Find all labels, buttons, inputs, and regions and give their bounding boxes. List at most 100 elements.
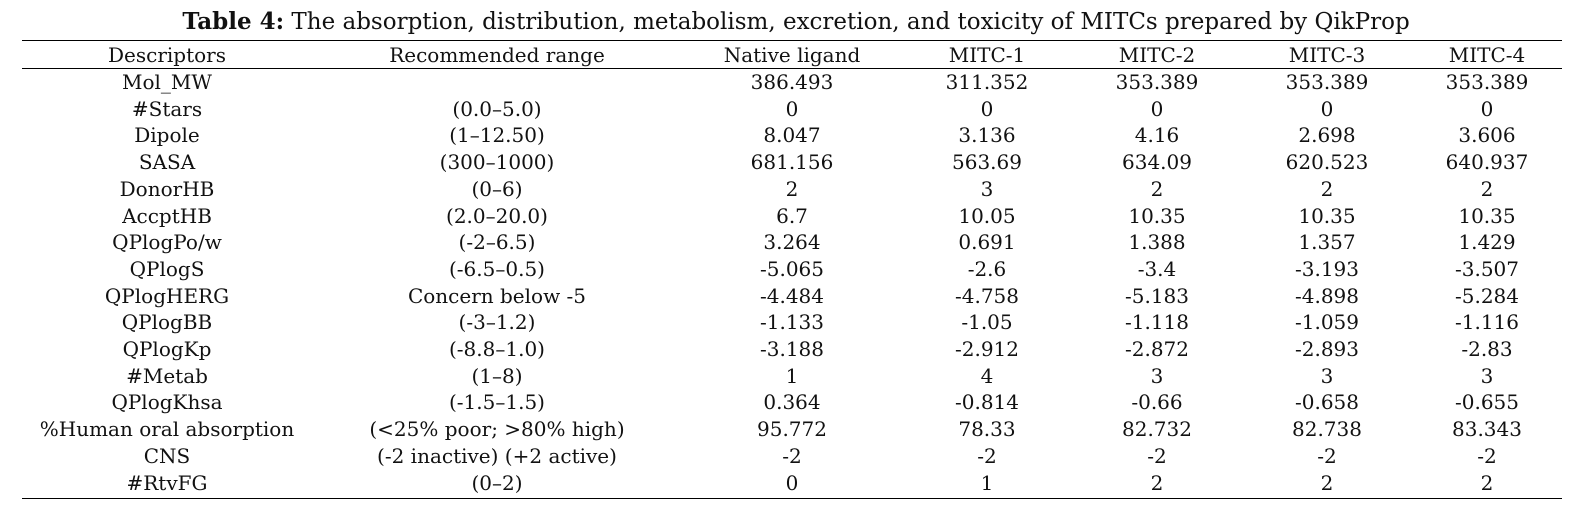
range-cell: (<25% poor; >80% high)	[369, 417, 625, 442]
range-cell: (0–2)	[471, 470, 523, 495]
descriptor-cell: SASA	[138, 150, 196, 175]
range-cell	[312, 69, 682, 96]
value-cell: 1	[785, 363, 799, 388]
value-cell: 353.389	[1115, 70, 1199, 94]
value-cell: -3.4	[1137, 256, 1177, 281]
table-caption: Table 4: The absorption, distribution, m…	[0, 8, 1592, 35]
value-cell: 386.493	[750, 70, 834, 94]
value-cell: 3.264	[763, 230, 821, 255]
value-cell: -2.872	[1124, 337, 1189, 362]
value-cell: 0.364	[763, 390, 821, 415]
value-cell: -0.814	[954, 390, 1019, 415]
descriptor-cell: QPlogS	[129, 256, 205, 281]
descriptor-cell: QPlogHERG	[104, 283, 230, 308]
column-header: Recommended range	[389, 43, 605, 67]
value-cell: -1.116	[1454, 310, 1519, 335]
value-cell: 2	[1150, 470, 1164, 495]
value-cell: 0	[1320, 96, 1334, 121]
value-cell: 4.16	[1134, 123, 1180, 148]
table-row: Dipole (1–12.50) 8.047 3.136 4.16 2.698 3.606	[22, 122, 1562, 149]
value-cell: 3.136	[958, 123, 1016, 148]
value-cell: 83.343	[1452, 417, 1522, 442]
range-cell: (-1.5–1.5)	[449, 390, 545, 415]
descriptor-cell: QPlogPo/w	[112, 230, 222, 255]
value-cell: 6.7	[776, 203, 808, 228]
admet-table: Descriptors Recommended range Native ligan…	[22, 42, 1562, 496]
value-cell: 1.388	[1128, 230, 1186, 255]
descriptor-cell: #Stars	[131, 96, 203, 121]
value-cell: 0	[1150, 96, 1164, 121]
value-cell: -3.188	[759, 337, 824, 362]
value-cell: -0.658	[1294, 390, 1359, 415]
table-row: #Stars (0.0–5.0) 0 0 0 0 0	[22, 96, 1562, 123]
value-cell: -1.059	[1294, 310, 1359, 335]
value-cell: 2	[1480, 176, 1494, 201]
value-cell: 1.357	[1298, 230, 1356, 255]
value-cell: 311.352	[945, 70, 1029, 94]
column-header: MITC-1	[948, 43, 1026, 67]
table-row: Mol_MW 386.493 311.352 353.389 353.389 353.38…	[22, 69, 1562, 96]
table-row: AccptHB (2.0–20.0) 6.7 10.05 10.35 10.35 10.35	[22, 203, 1562, 230]
value-cell: -5.065	[759, 256, 824, 281]
value-cell: 10.35	[1298, 203, 1356, 228]
table-row: #Metab (1–8) 1 4 3 3 3	[22, 363, 1562, 390]
value-cell: -5.183	[1124, 283, 1189, 308]
descriptor-cell: QPlogBB	[121, 310, 213, 335]
value-cell: -0.655	[1454, 390, 1519, 415]
descriptor-cell: AccptHB	[122, 203, 212, 228]
value-cell: -0.66	[1131, 390, 1183, 415]
value-cell: -2.893	[1294, 337, 1359, 362]
value-cell: -2	[1477, 443, 1497, 468]
range-cell: Concern below -5	[407, 283, 587, 308]
range-cell: (300–1000)	[439, 150, 555, 175]
value-cell: 2	[1320, 176, 1334, 201]
descriptor-cell: #Metab	[126, 363, 208, 388]
value-cell: 0	[785, 470, 799, 495]
table-row: %Human oral absorption (<25% poor; >80% h…	[22, 416, 1562, 443]
value-cell: 10.35	[1128, 203, 1186, 228]
header-rule	[22, 68, 1562, 69]
table-row: QPlogS (-6.5–0.5) -5.065 -2.6 -3.4 -3.193 -3.5…	[22, 256, 1562, 283]
value-cell: 8.047	[763, 123, 821, 148]
value-cell: -2	[782, 443, 802, 468]
table-row: CNS (-2 inactive) (+2 active) -2 -2 -2 -2 -2	[22, 443, 1562, 470]
range-cell: (2.0–20.0)	[446, 203, 548, 228]
value-cell: 620.523	[1285, 150, 1369, 175]
value-cell: -4.758	[954, 283, 1019, 308]
column-header: MITC-2	[1118, 43, 1196, 67]
value-cell: 82.738	[1292, 417, 1362, 442]
column-header: MITC-3	[1288, 43, 1366, 67]
value-cell: 1.429	[1458, 230, 1516, 255]
table-row: QPlogBB (-3–1.2) -1.133 -1.05 -1.118 -1.059 -1…	[22, 309, 1562, 336]
value-cell: 640.937	[1445, 150, 1529, 175]
table-row: SASA (300–1000) 681.156 563.69 634.09 620.523…	[22, 149, 1562, 176]
value-cell: 634.09	[1122, 150, 1192, 175]
column-header: Descriptors	[108, 43, 226, 67]
value-cell: 10.35	[1458, 203, 1516, 228]
range-cell: (-2 inactive) (+2 active)	[377, 443, 617, 468]
value-cell: -4.898	[1294, 283, 1359, 308]
descriptor-cell: #RtvFG	[126, 470, 208, 495]
value-cell: 2	[1320, 470, 1334, 495]
value-cell: -1.118	[1124, 310, 1189, 335]
value-cell: 3	[1480, 363, 1494, 388]
table-row: QPlogKp (-8.8–1.0) -3.188 -2.912 -2.872 -2.89…	[22, 336, 1562, 363]
value-cell: -1.05	[961, 310, 1013, 335]
descriptor-cell: QPlogKhsa	[111, 390, 223, 415]
descriptor-cell: CNS	[143, 443, 191, 468]
value-cell: 3.606	[1458, 123, 1516, 148]
value-cell: -1.133	[759, 310, 824, 335]
column-header: MITC-4	[1448, 43, 1526, 67]
value-cell: -2.6	[967, 256, 1007, 281]
value-cell: 3	[1150, 363, 1164, 388]
value-cell: -2	[1317, 443, 1337, 468]
table-caption-label: Table 4:	[182, 8, 285, 35]
value-cell: -3.507	[1454, 256, 1519, 281]
table-caption-text: The absorption, distribution, metabolism…	[284, 9, 1410, 35]
value-cell: 2	[1150, 176, 1164, 201]
value-cell: 563.69	[952, 150, 1022, 175]
column-header: Native ligand	[723, 43, 861, 67]
value-cell: -3.193	[1294, 256, 1359, 281]
table-row: DonorHB (0–6) 2 3 2 2 2	[22, 176, 1562, 203]
range-cell: (1–8)	[471, 363, 523, 388]
